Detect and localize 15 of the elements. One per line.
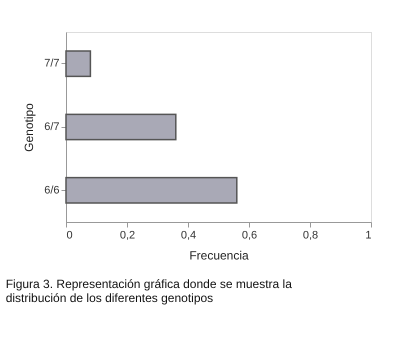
x-tick-label: 0,4: [180, 230, 196, 242]
x-tick-label: 0,2: [120, 230, 136, 242]
x-axis-title: Frecuencia: [189, 248, 249, 262]
bar: [65, 50, 92, 78]
y-tick-label: 6/7: [44, 121, 60, 133]
x-tick-label: 0,6: [242, 230, 258, 242]
x-tick-label: 0,8: [302, 230, 318, 242]
text: Figura 3. Representación gráfica donde se muestra la distribución de los diferentes genotipos: [6, 277, 292, 305]
bar: [65, 114, 177, 140]
x-tick-label: 1: [365, 230, 372, 242]
y-tick-label: 7/7: [44, 58, 60, 70]
x-tick-label: 0: [66, 230, 73, 242]
bar: [65, 176, 238, 204]
y-tick-label: 6/6: [44, 184, 60, 196]
y-axis-title: Genotipo: [22, 102, 36, 152]
